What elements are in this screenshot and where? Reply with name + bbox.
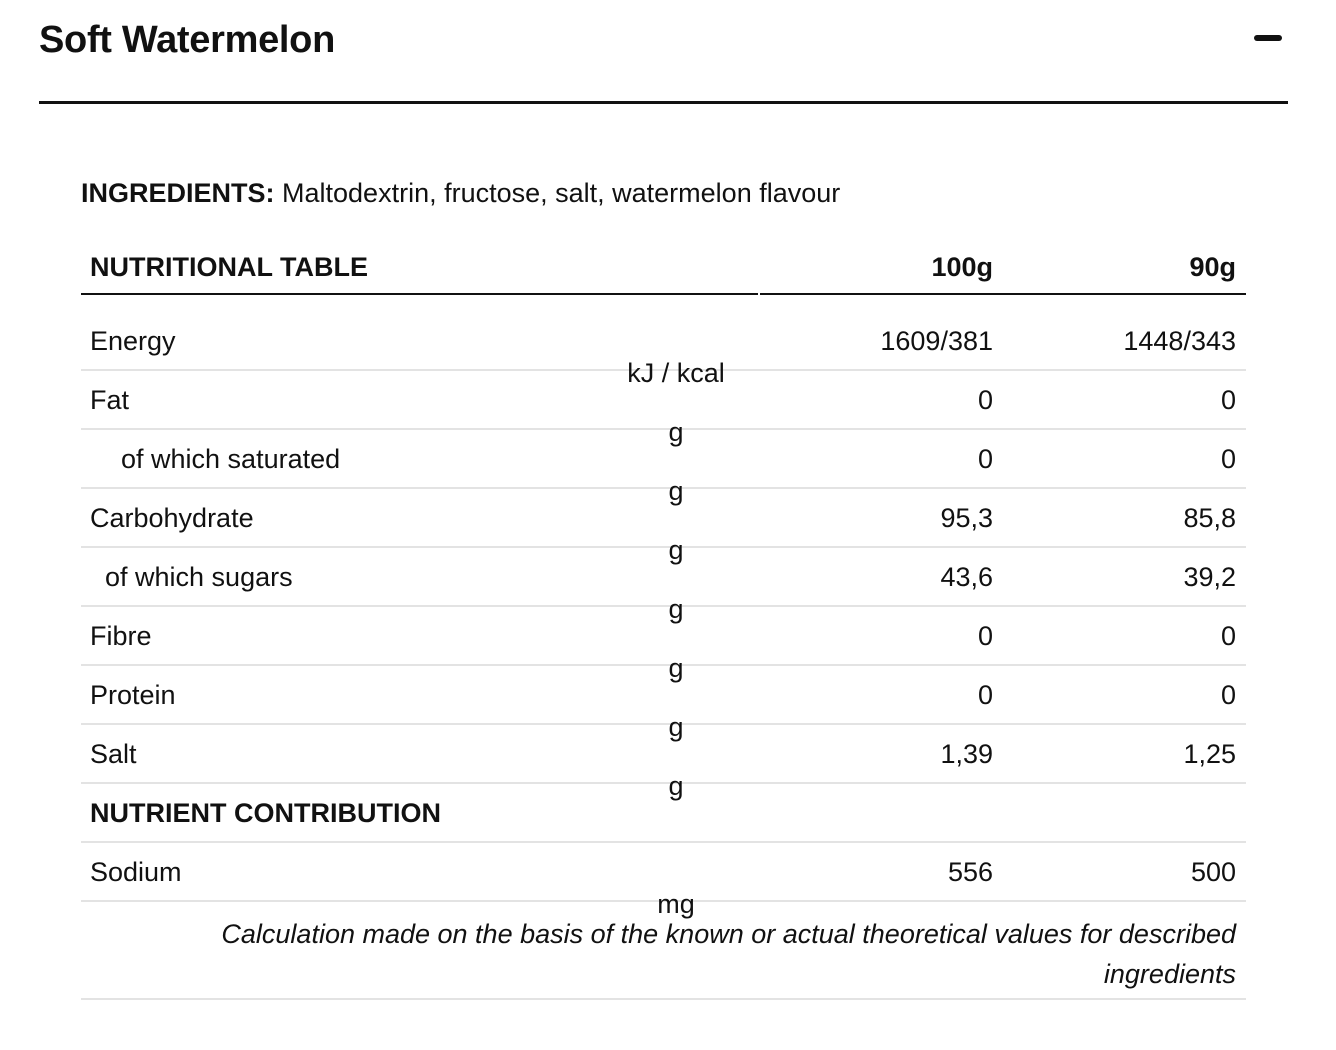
nutrient-unit: g: [668, 771, 684, 801]
value-90g: 1,25: [1183, 739, 1236, 769]
header-divider: [81, 293, 758, 295]
nutrient-unit: g: [668, 417, 684, 447]
value-100g: 95,3: [940, 503, 993, 533]
value-100g: 1609/381: [880, 326, 993, 356]
section-header-row: NUTRIENT CONTRIBUTION: [81, 784, 1246, 843]
value-90g: 39,2: [1183, 562, 1236, 592]
value-90g: 0: [1220, 444, 1236, 474]
table-row-carbohydrate: Carbohydrate g 95,3 85,8: [81, 489, 1246, 565]
value-90g: 85,8: [1183, 503, 1236, 533]
nutrient-unit: g: [668, 535, 684, 565]
value-90g: 1448/343: [1123, 326, 1236, 356]
product-title: Soft Watermelon: [39, 19, 335, 61]
table-title: NUTRITIONAL TABLE: [90, 252, 368, 282]
nutrient-name: Protein: [90, 680, 176, 710]
value-90g: 500: [1190, 857, 1236, 887]
nutrient-name: Salt: [90, 739, 137, 769]
nutrient-unit: g: [668, 594, 684, 624]
footnote-row: Calculation made on the basis of the kno…: [81, 902, 1246, 1000]
table-header-row: NUTRITIONAL TABLE 100g 90g: [81, 240, 1246, 295]
table-row-salt: Salt g 1,39 1,25: [81, 725, 1246, 801]
section-title: NUTRIENT CONTRIBUTION: [90, 798, 441, 828]
minus-icon: [1254, 35, 1282, 41]
nutrient-name: Sodium: [90, 857, 182, 887]
table-row-energy: Energy kJ / kcal 1609/381 1448/343: [81, 295, 1246, 388]
header-divider: [760, 293, 1246, 295]
ingredients-label: INGREDIENTS:: [81, 178, 275, 208]
nutrient-unit: g: [668, 653, 684, 683]
ingredients-text: Maltodextrin, fructose, salt, watermelon…: [274, 178, 841, 208]
table-row-protein: Protein g 0 0: [81, 666, 1246, 742]
nutritional-table: NUTRITIONAL TABLE 100g 90g Energy kJ / k…: [81, 240, 1246, 1000]
collapse-button[interactable]: [1248, 24, 1288, 54]
ingredients-line: INGREDIENTS: Maltodextrin, fructose, sal…: [81, 176, 840, 210]
value-100g: 43,6: [940, 562, 993, 592]
value-90g: 0: [1220, 385, 1236, 415]
nutrient-unit: g: [668, 712, 684, 742]
value-100g: 0: [977, 444, 993, 474]
nutrient-name: of which saturated: [121, 444, 341, 474]
nutrient-name: Fibre: [90, 621, 152, 651]
nutrient-name: Energy: [90, 326, 176, 356]
nutrient-unit: kJ / kcal: [627, 358, 725, 388]
value-100g: 1,39: [940, 739, 993, 769]
value-90g: 0: [1220, 680, 1236, 710]
table-row-fibre: Fibre g 0 0: [81, 607, 1246, 683]
column-header-100g: 100g: [931, 252, 993, 282]
nutrient-unit: mg: [657, 889, 695, 919]
accordion-header[interactable]: Soft Watermelon: [39, 0, 1288, 104]
value-100g: 556: [947, 857, 993, 887]
nutrient-name: Carbohydrate: [90, 503, 254, 533]
value-100g: 0: [977, 680, 993, 710]
table-row-fat: Fat g 0 0: [81, 371, 1246, 447]
value-90g: 0: [1220, 621, 1236, 651]
nutrient-unit: g: [668, 476, 684, 506]
nutrient-name: Fat: [90, 385, 130, 415]
value-100g: 0: [977, 621, 993, 651]
calculation-note: Calculation made on the basis of the kno…: [221, 919, 1236, 989]
column-header-90g: 90g: [1189, 252, 1236, 282]
table-row-sodium: Sodium mg 556 500: [81, 843, 1246, 919]
value-100g: 0: [977, 385, 993, 415]
table-row-saturated: of which saturated g 0 0: [81, 430, 1246, 506]
nutrient-name: of which sugars: [105, 562, 293, 592]
table-row-sugars: of which sugars g 43,6 39,2: [81, 548, 1246, 624]
